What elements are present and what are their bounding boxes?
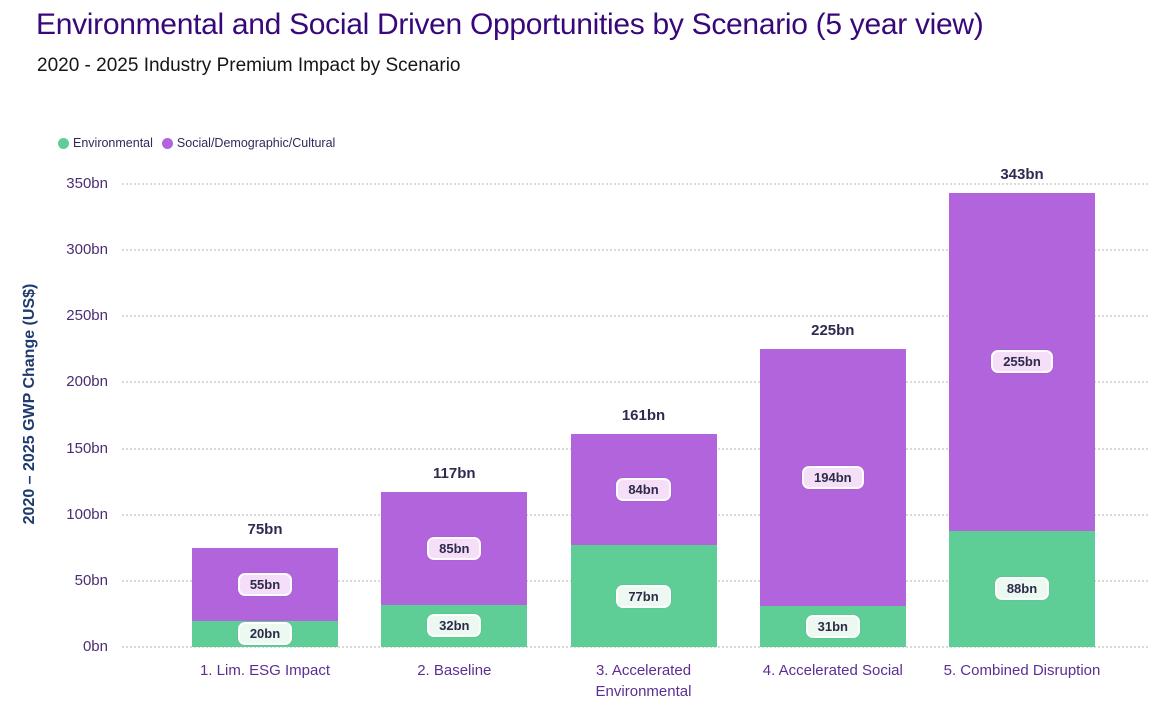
legend-item-label: Environmental: [73, 136, 153, 150]
y-axis-tick-label: 200bn: [66, 373, 108, 391]
value-label-pill: 31bn: [805, 614, 860, 638]
bar-segment-environmental[interactable]: 20bn: [192, 620, 338, 647]
y-axis-tick-label: 300bn: [66, 241, 108, 259]
x-axis-category-label: 5. Combined Disruption: [943, 662, 1101, 679]
bar-segment-social-demographic-cultural[interactable]: 194bn: [759, 349, 906, 606]
bar-segment-social-demographic-cultural[interactable]: 255bn: [949, 193, 1095, 531]
legend-dot-environmental-icon: [58, 137, 69, 149]
grid-line: [122, 183, 1148, 185]
value-label-pill: 32bn: [427, 614, 482, 638]
value-label-pill: 255bn: [991, 350, 1053, 374]
legend: Environmental Social/Demographic/Cultura…: [58, 136, 335, 150]
bar-total-label: 75bn: [247, 520, 283, 538]
legend-item-environmental[interactable]: Environmental: [58, 136, 153, 150]
legend-dot-social-icon: [161, 137, 173, 149]
chart-subtitle: 2020 - 2025 Industry Premium Impact by S…: [37, 55, 461, 76]
bar-total-label: 343bn: [1000, 166, 1044, 184]
value-label-pill: 194bn: [802, 466, 864, 490]
chart-title: Environmental and Social Driven Opportun…: [36, 8, 984, 41]
y-axis-tick-label: 250bn: [66, 307, 108, 325]
value-label-pill: 88bn: [994, 577, 1050, 601]
y-axis-tick-label: 150bn: [66, 439, 108, 457]
stacked-bar-2-baseline: 85bn 32bn: [381, 492, 528, 647]
stacked-bar-5-combined-disruption: 255bn 88bn: [949, 193, 1095, 647]
y-axis-tick-label: 350bn: [66, 175, 108, 192]
grid-line: [122, 315, 1148, 318]
bar-total-label: 225bn: [811, 322, 855, 340]
bar-segment-social-demographic-cultural[interactable]: 85bn: [381, 492, 528, 605]
bar-segment-environmental[interactable]: 77bn: [570, 545, 717, 647]
value-label-pill: 85bn: [427, 536, 482, 560]
bar-segment-social-demographic-cultural[interactable]: 84bn: [570, 434, 717, 546]
x-axis-category-label: 3. Accelerated Environmental: [595, 662, 692, 700]
x-axis-category-label: 1. Lim. ESG Impact: [199, 662, 331, 679]
x-axis-category-label: 4. Accelerated Social: [762, 662, 903, 679]
value-label-pill: 84bn: [616, 478, 671, 502]
grid-line: [122, 381, 1148, 384]
bar-segment-environmental[interactable]: 88bn: [949, 530, 1095, 647]
grid-line: [122, 249, 1148, 252]
bar-total-label: 117bn: [433, 465, 476, 483]
value-label-pill: 20bn: [237, 622, 293, 646]
y-axis-tick-label: 0bn: [82, 638, 108, 655]
legend-item-social-demographic-cultural[interactable]: Social/Demographic/Cultural: [161, 136, 336, 150]
y-axis-tick-label: 100bn: [66, 505, 108, 523]
y-axis-tick-label: 50bn: [74, 571, 108, 589]
stacked-bar-1-lim-esg-impact: 55bn 20bn: [192, 547, 338, 647]
bar-segment-social-demographic-cultural[interactable]: 55bn: [192, 547, 338, 621]
value-label-pill: 77bn: [616, 584, 671, 608]
x-axis-category-label: 2. Baseline: [417, 662, 492, 679]
grid-line: [122, 646, 1148, 648]
legend-item-label: Social/Demographic/Cultural: [176, 136, 336, 150]
bar-total-label: 161bn: [621, 407, 666, 425]
bar-segment-environmental[interactable]: 31bn: [759, 605, 906, 647]
stacked-bar-3-accelerated-environmental: 84bn 77bn: [570, 434, 717, 647]
bar-segment-environmental[interactable]: 32bn: [381, 604, 528, 647]
stacked-bar-4-accelerated-social: 194bn 31bn: [759, 349, 906, 647]
value-label-pill: 55bn: [237, 572, 293, 596]
